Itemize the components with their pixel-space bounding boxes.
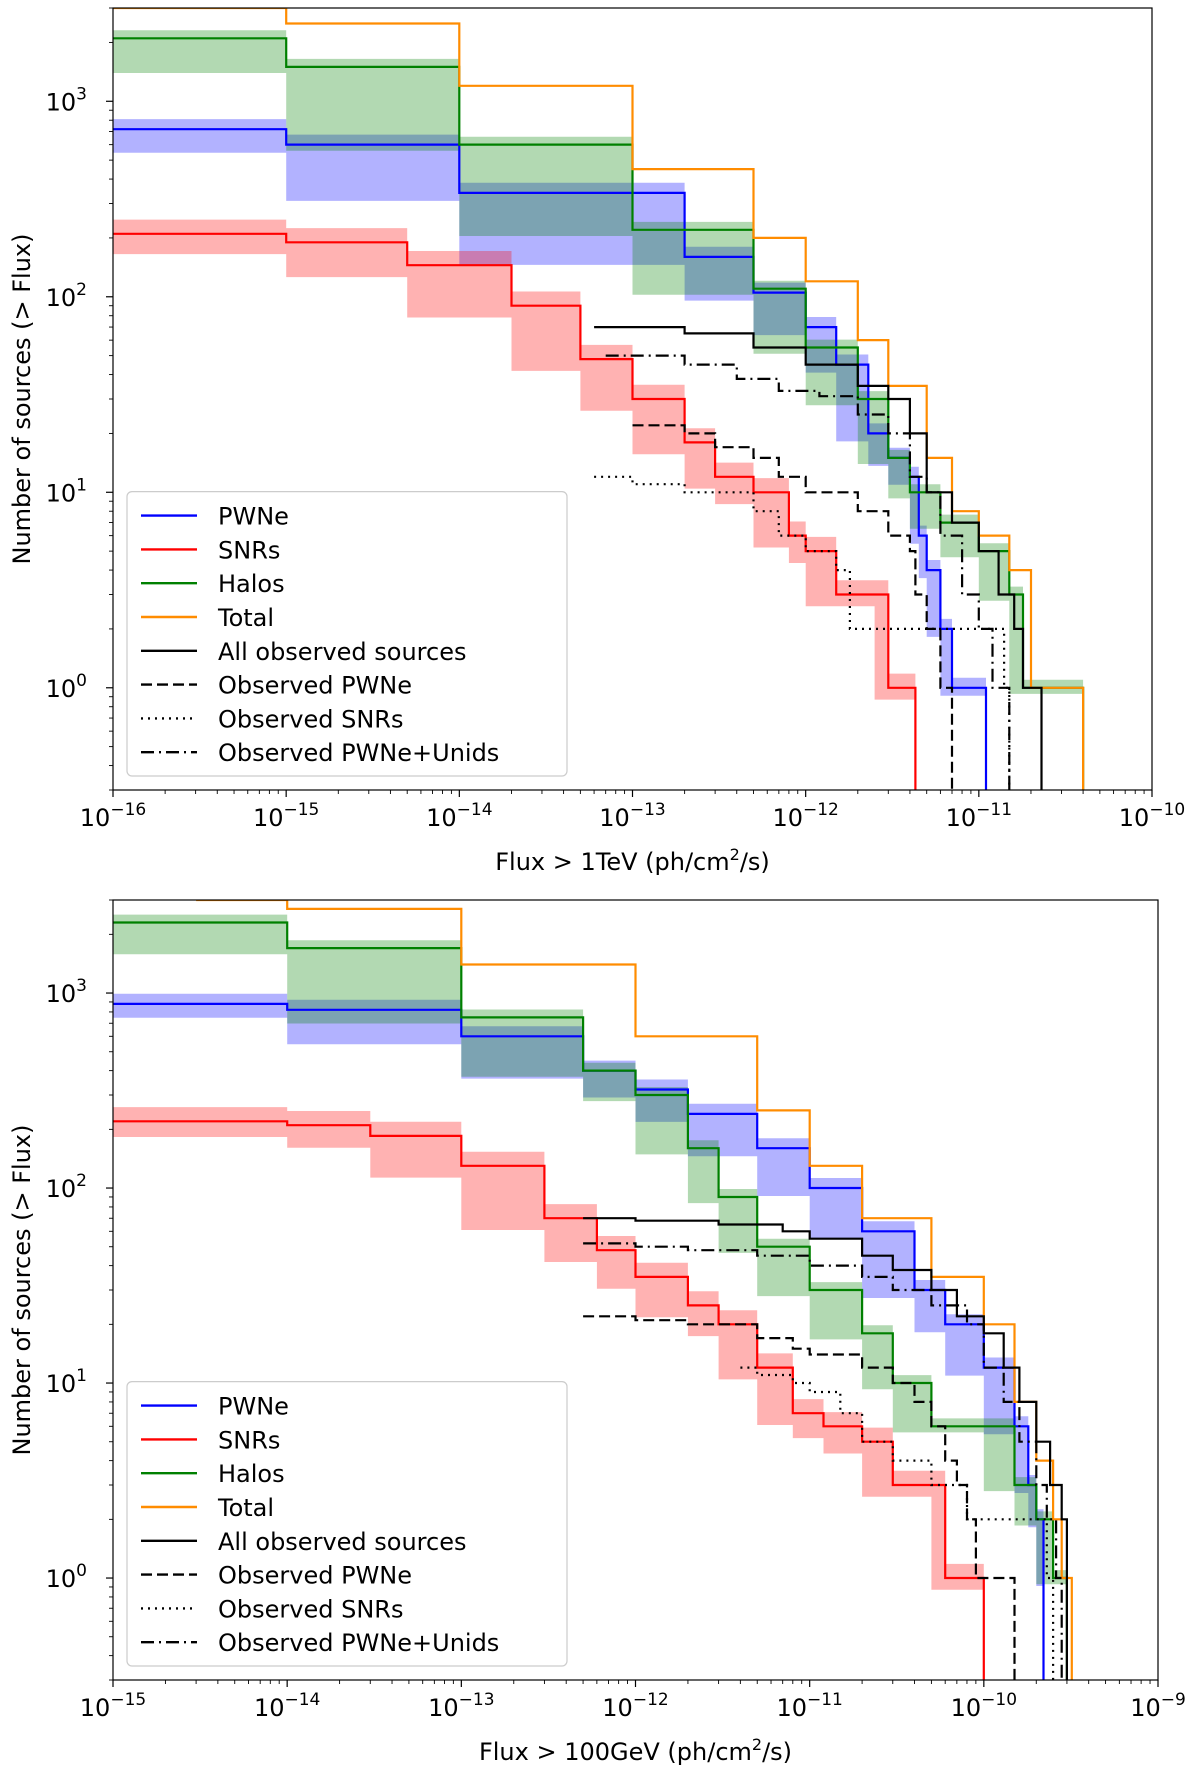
x-axis: 10−16 10−15 10−14 10−13 10−12 10−11 10−10 xyxy=(80,790,1185,832)
x-tick-label: 10−12 xyxy=(772,800,838,832)
legend-label-all-observed-sources: All observed sources xyxy=(218,1528,466,1556)
x-tick-label: 10−14 xyxy=(426,800,492,832)
band-snrs xyxy=(113,1107,984,1680)
plot-area xyxy=(113,900,1073,1680)
y-tick-label: 103 xyxy=(46,84,87,116)
chart-panel-2: 10−15 10−14 10−13 10−12 10−11 10−10 10−9 100 101… xyxy=(8,899,1186,1766)
y-tick-label: 103 xyxy=(46,976,87,1008)
legend-label-observed-pwne: Observed PWNe xyxy=(218,672,412,700)
legend-box xyxy=(126,491,568,777)
series-line-snrs xyxy=(113,232,917,790)
y-tick-label: 101 xyxy=(46,475,87,507)
legend-label-halos: Halos xyxy=(218,1460,285,1488)
series-line-observed-pwne-unids xyxy=(583,1242,1063,1680)
series-line-all-observed-sources xyxy=(594,326,1043,790)
series-line-all-observed-sources xyxy=(583,1217,1068,1680)
legend: PWNe SNRs Halos Total All observed sources Ob… xyxy=(126,491,568,777)
legend-label-snrs: SNRs xyxy=(218,536,280,564)
series-line-total xyxy=(196,900,1073,1680)
legend-label-total: Total xyxy=(217,1494,274,1522)
x-axis: 10−15 10−14 10−13 10−12 10−11 10−10 10−9 xyxy=(80,1680,1186,1722)
legend-label-snrs: SNRs xyxy=(218,1426,280,1454)
x-tick-label: 10−13 xyxy=(428,1690,494,1722)
series-line-observed-snrs xyxy=(740,1366,1055,1680)
y-tick-label: 102 xyxy=(46,280,87,312)
x-tick-label: 10−11 xyxy=(946,800,1012,832)
y-axis: 100 101 102 103 xyxy=(46,899,113,1681)
x-tick-label: 10−10 xyxy=(1119,800,1185,832)
legend-label-observed-pwne-unids: Observed PWNe+Unids xyxy=(218,1629,499,1657)
legend-label-pwne: PWNe xyxy=(218,1393,289,1421)
y-axis: 100 101 102 103 xyxy=(46,7,113,791)
series-line-pwne xyxy=(113,128,988,790)
x-axis-label: Flux > 100GeV (ph/cm2/s) xyxy=(479,1735,792,1766)
band-pwne xyxy=(113,119,986,790)
y-tick-label: 100 xyxy=(46,1561,87,1593)
y-tick-label: 101 xyxy=(46,1366,87,1398)
band-halos xyxy=(113,30,1084,790)
x-tick-label: 10−16 xyxy=(80,800,146,832)
x-tick-label: 10−11 xyxy=(776,1690,842,1722)
x-tick-label: 10−10 xyxy=(951,1690,1017,1722)
y-tick-label: 102 xyxy=(46,1171,87,1203)
series-line-observed-pwne xyxy=(583,1315,1016,1680)
legend-label-observed-pwne-unids: Observed PWNe+Unids xyxy=(218,739,499,767)
x-tick-label: 10−15 xyxy=(253,800,319,832)
band-halos xyxy=(113,914,1067,1680)
y-axis-label: Number of sources (> Flux) xyxy=(8,1125,36,1456)
legend: PWNe SNRs Halos Total All observed sources Ob… xyxy=(126,1380,568,1667)
plot-area xyxy=(113,8,1085,790)
legend-label-observed-pwne: Observed PWNe xyxy=(218,1562,412,1590)
x-tick-label: 10−14 xyxy=(254,1690,320,1722)
x-tick-label: 10−15 xyxy=(80,1690,146,1722)
legend-label-total: Total xyxy=(217,604,274,632)
y-tick-label: 100 xyxy=(46,671,87,703)
legend-label-halos: Halos xyxy=(218,570,285,598)
band-snrs xyxy=(113,219,916,790)
legend-label-observed-snrs: Observed SNRs xyxy=(218,1595,403,1623)
x-tick-label: 10−9 xyxy=(1130,1690,1186,1722)
legend-box xyxy=(126,1380,568,1667)
legend-label-observed-snrs: Observed SNRs xyxy=(218,705,403,733)
series-line-observed-pwne-unids xyxy=(605,354,1011,790)
series-line-snrs xyxy=(113,1120,985,1680)
series-line-total xyxy=(113,8,1085,790)
legend-label-all-observed-sources: All observed sources xyxy=(218,638,466,666)
series-line-observed-snrs xyxy=(594,475,1011,790)
x-tick-label: 10−12 xyxy=(602,1690,668,1722)
y-axis-label: Number of sources (> Flux) xyxy=(8,234,36,565)
series-line-halos xyxy=(113,921,1068,1680)
x-axis-label: Flux > 1TeV (ph/cm2/s) xyxy=(495,845,770,876)
x-tick-label: 10−13 xyxy=(599,800,665,832)
chart-panel-1: 10−16 10−15 10−14 10−13 10−12 10−11 10−1010010… xyxy=(8,7,1185,876)
legend-label-pwne: PWNe xyxy=(218,503,289,531)
